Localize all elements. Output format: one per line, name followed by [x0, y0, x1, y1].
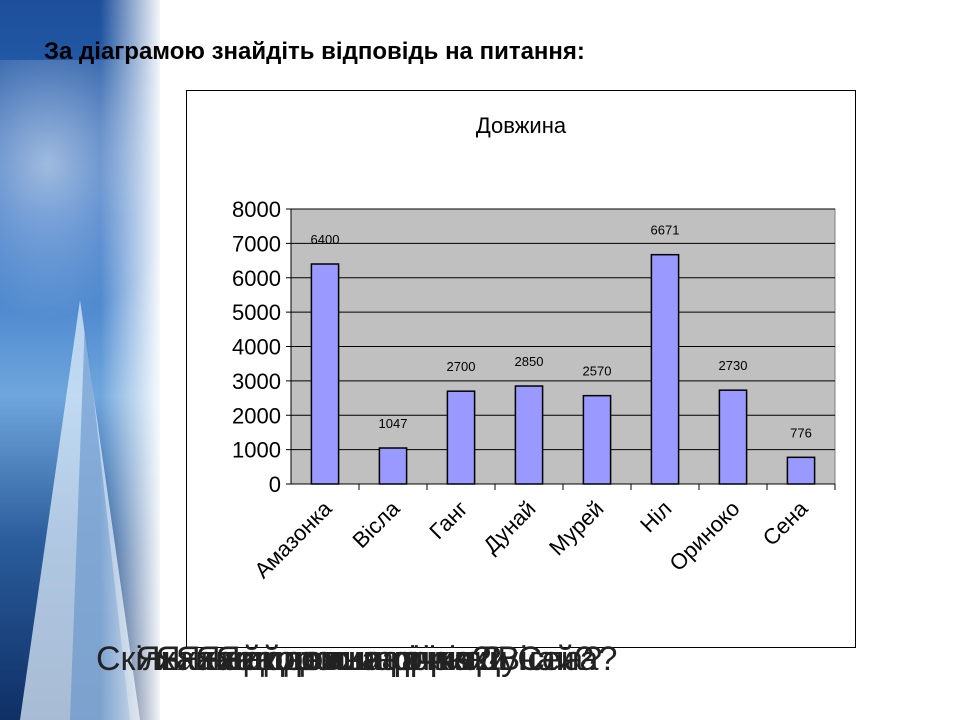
data-label: 2700 [447, 359, 476, 374]
y-tick-label: 3000 [232, 369, 281, 394]
data-label: 776 [790, 425, 812, 440]
question-overlay: Скільки Яка найкоротша річка? Яка найдов… [96, 640, 896, 690]
data-label: 6671 [651, 223, 680, 238]
bar [650, 253, 680, 485]
chart-frame: Довжина 0 1000 2000 3000 4000 5000 6000 7000 800… [186, 90, 856, 648]
data-label: 1047 [379, 416, 408, 431]
data-label: 2730 [719, 358, 748, 373]
question-text-2: Яка найкоротша річка? [136, 640, 502, 678]
x-tick-label: Сена [758, 495, 813, 550]
x-tick-label: Дунай [478, 496, 540, 558]
decorative-side-image [0, 0, 160, 720]
y-tick-label: 8000 [232, 197, 281, 222]
bar [514, 385, 544, 485]
y-tick-label: 2000 [232, 403, 281, 428]
data-label: 2850 [515, 354, 544, 369]
x-tick-label: Ганг [424, 496, 472, 544]
question-text-5: Яка довжина річки Вісла? [196, 640, 603, 678]
x-tick-label: Мурей [544, 496, 608, 560]
y-tick-label: 6000 [232, 266, 281, 291]
y-tick-label: 0 [269, 472, 281, 497]
y-tick-label: 5000 [232, 300, 281, 325]
y-tick-label: 4000 [232, 335, 281, 360]
question-text-6: Яка довжина річки Сена? [216, 640, 618, 678]
y-tick-label: 1000 [232, 438, 281, 463]
question-text-1: Скільки [96, 640, 215, 678]
image-fade [100, 0, 160, 720]
x-tick-label: Ориноко [665, 496, 745, 576]
bar [378, 447, 408, 485]
bar [786, 456, 816, 485]
page-title: За діаграмою знайдіть відповідь на питан… [44, 38, 585, 65]
bar [446, 390, 476, 485]
y-tick-label: 7000 [232, 231, 281, 256]
bar [582, 394, 612, 485]
bar-chart: 0 1000 2000 3000 4000 5000 6000 7000 8000 6400 Ама… [232, 197, 836, 583]
x-tick-label: Вісла [348, 495, 406, 553]
chart-title: Довжина [475, 113, 567, 138]
question-text-4: Яка довжина річки Дунай? [176, 640, 594, 678]
data-label: 2570 [583, 364, 612, 379]
x-tick-label: Амазонка [249, 495, 337, 583]
question-text-3: Яка найдовша річка? [156, 640, 492, 678]
bar [718, 389, 748, 485]
bar [310, 263, 340, 485]
data-label: 6400 [311, 232, 340, 247]
x-tick-label: Ніл [635, 496, 676, 537]
